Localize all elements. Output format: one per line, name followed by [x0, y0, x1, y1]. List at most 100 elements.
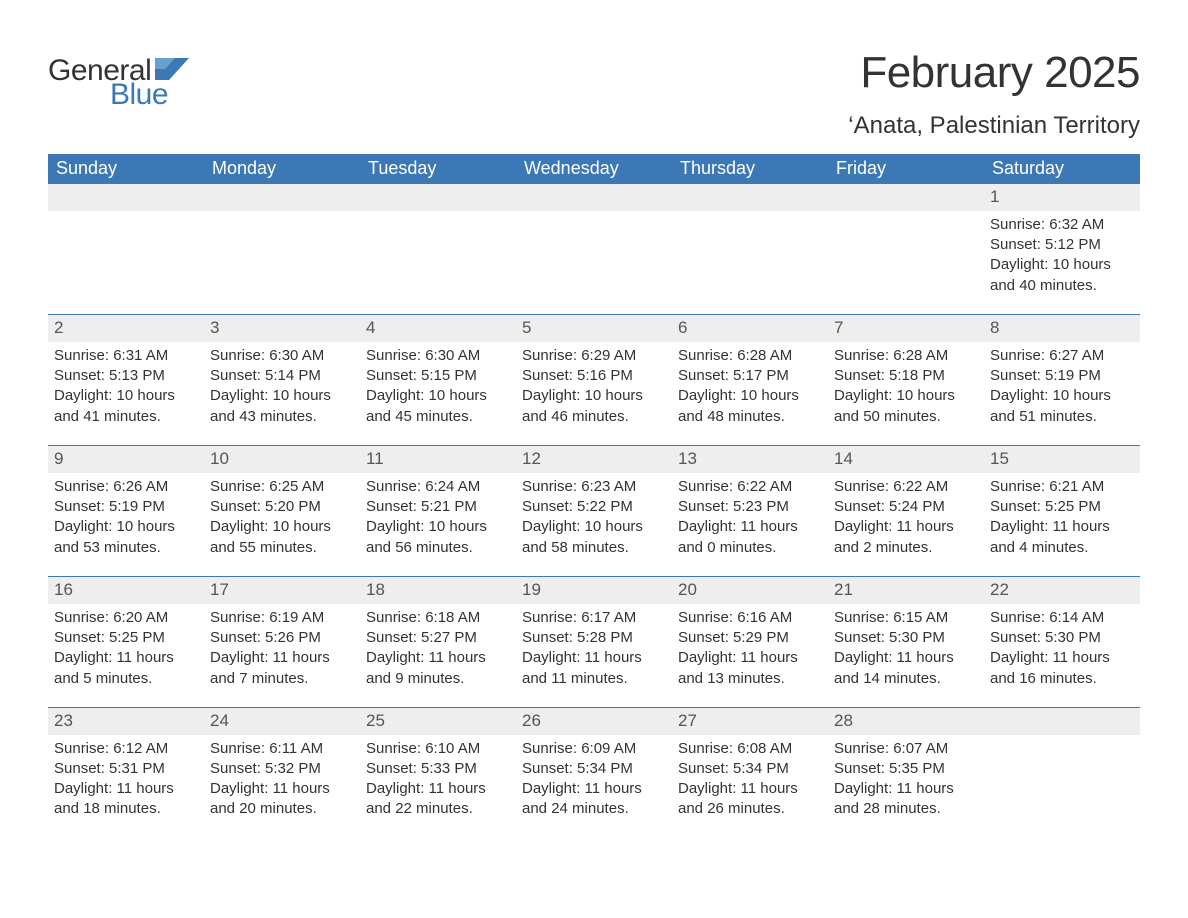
week-daynum-row: 1	[48, 184, 1140, 211]
daylight-text-line2: and 55 minutes.	[210, 538, 354, 558]
daylight-text-line1: Daylight: 10 hours	[210, 386, 354, 406]
sunrise-text: Sunrise: 6:14 AM	[990, 608, 1134, 628]
daylight-text-line2: and 14 minutes.	[834, 669, 978, 689]
sunset-text: Sunset: 5:12 PM	[990, 235, 1134, 255]
day-number: 9	[48, 446, 204, 473]
daylight-text-line1: Daylight: 10 hours	[834, 386, 978, 406]
day-number: 11	[360, 446, 516, 473]
day-cell: Sunrise: 6:15 AMSunset: 5:30 PMDaylight:…	[828, 604, 984, 708]
day-cell-header: 25	[360, 707, 516, 734]
day-number: 3	[204, 315, 360, 342]
sunset-text: Sunset: 5:22 PM	[522, 497, 666, 517]
daylight-text-line2: and 5 minutes.	[54, 669, 198, 689]
sunrise-text: Sunrise: 6:30 AM	[366, 346, 510, 366]
sunrise-text: Sunrise: 6:17 AM	[522, 608, 666, 628]
sunset-text: Sunset: 5:18 PM	[834, 366, 978, 386]
day-number	[204, 184, 360, 211]
day-cell-header: 6	[672, 314, 828, 341]
day-cell	[984, 735, 1140, 838]
sunrise-text: Sunrise: 6:24 AM	[366, 477, 510, 497]
day-cell-header	[984, 707, 1140, 734]
daylight-text-line2: and 9 minutes.	[366, 669, 510, 689]
sunset-text: Sunset: 5:19 PM	[54, 497, 198, 517]
header: General Blue February 2025 ‘Anata, Pales…	[48, 48, 1140, 146]
day-cell-header: 21	[828, 576, 984, 603]
day-cell-header: 28	[828, 707, 984, 734]
day-cell: Sunrise: 6:16 AMSunset: 5:29 PMDaylight:…	[672, 604, 828, 708]
day-cell-header: 20	[672, 576, 828, 603]
sunset-text: Sunset: 5:17 PM	[678, 366, 822, 386]
sunset-text: Sunset: 5:29 PM	[678, 628, 822, 648]
day-number: 7	[828, 315, 984, 342]
day-cell-header	[204, 184, 360, 211]
daylight-text-line2: and 20 minutes.	[210, 799, 354, 819]
daylight-text-line2: and 53 minutes.	[54, 538, 198, 558]
week-body-row: Sunrise: 6:26 AMSunset: 5:19 PMDaylight:…	[48, 473, 1140, 577]
day-cell-header: 8	[984, 314, 1140, 341]
sunrise-text: Sunrise: 6:12 AM	[54, 739, 198, 759]
day-cell: Sunrise: 6:11 AMSunset: 5:32 PMDaylight:…	[204, 735, 360, 838]
day-number: 16	[48, 577, 204, 604]
day-cell: Sunrise: 6:25 AMSunset: 5:20 PMDaylight:…	[204, 473, 360, 577]
daylight-text-line1: Daylight: 10 hours	[54, 386, 198, 406]
day-cell-header: 12	[516, 445, 672, 472]
day-cell-header: 3	[204, 314, 360, 341]
day-cell: Sunrise: 6:18 AMSunset: 5:27 PMDaylight:…	[360, 604, 516, 708]
day-number: 24	[204, 708, 360, 735]
daylight-text-line1: Daylight: 10 hours	[366, 517, 510, 537]
sunset-text: Sunset: 5:28 PM	[522, 628, 666, 648]
day-cell: Sunrise: 6:17 AMSunset: 5:28 PMDaylight:…	[516, 604, 672, 708]
sunset-text: Sunset: 5:30 PM	[834, 628, 978, 648]
daylight-text-line2: and 7 minutes.	[210, 669, 354, 689]
day-cell-header: 2	[48, 314, 204, 341]
week-body-row: Sunrise: 6:31 AMSunset: 5:13 PMDaylight:…	[48, 342, 1140, 446]
daylight-text-line1: Daylight: 10 hours	[990, 255, 1134, 275]
day-cell-header	[672, 184, 828, 211]
week-daynum-row: 232425262728	[48, 707, 1140, 734]
day-cell-header: 7	[828, 314, 984, 341]
day-cell	[360, 211, 516, 315]
day-cell-header: 18	[360, 576, 516, 603]
day-cell-header: 10	[204, 445, 360, 472]
daylight-text-line2: and 56 minutes.	[366, 538, 510, 558]
sunrise-text: Sunrise: 6:28 AM	[678, 346, 822, 366]
day-number	[984, 708, 1140, 735]
daylight-text-line1: Daylight: 11 hours	[678, 648, 822, 668]
week-body-row: Sunrise: 6:32 AMSunset: 5:12 PMDaylight:…	[48, 211, 1140, 315]
day-number	[48, 184, 204, 211]
daylight-text-line1: Daylight: 11 hours	[210, 648, 354, 668]
day-number: 17	[204, 577, 360, 604]
sunset-text: Sunset: 5:19 PM	[990, 366, 1134, 386]
day-cell-header	[516, 184, 672, 211]
day-cell-header: 17	[204, 576, 360, 603]
daylight-text-line2: and 18 minutes.	[54, 799, 198, 819]
day-cell-header: 9	[48, 445, 204, 472]
day-cell-header	[828, 184, 984, 211]
day-number	[516, 184, 672, 211]
sunrise-text: Sunrise: 6:07 AM	[834, 739, 978, 759]
sunset-text: Sunset: 5:16 PM	[522, 366, 666, 386]
calendar-table: Sunday Monday Tuesday Wednesday Thursday…	[48, 154, 1140, 838]
day-cell: Sunrise: 6:30 AMSunset: 5:14 PMDaylight:…	[204, 342, 360, 446]
daylight-text-line2: and 41 minutes.	[54, 407, 198, 427]
sunrise-text: Sunrise: 6:28 AM	[834, 346, 978, 366]
weekday-header: Wednesday	[516, 154, 672, 184]
daylight-text-line2: and 13 minutes.	[678, 669, 822, 689]
daylight-text-line1: Daylight: 11 hours	[834, 517, 978, 537]
weekday-header-row: Sunday Monday Tuesday Wednesday Thursday…	[48, 154, 1140, 184]
sunrise-text: Sunrise: 6:32 AM	[990, 215, 1134, 235]
sunrise-text: Sunrise: 6:23 AM	[522, 477, 666, 497]
day-cell: Sunrise: 6:12 AMSunset: 5:31 PMDaylight:…	[48, 735, 204, 838]
daylight-text-line1: Daylight: 11 hours	[678, 517, 822, 537]
sunset-text: Sunset: 5:35 PM	[834, 759, 978, 779]
day-cell-header: 14	[828, 445, 984, 472]
sunrise-text: Sunrise: 6:10 AM	[366, 739, 510, 759]
sunset-text: Sunset: 5:15 PM	[366, 366, 510, 386]
sunset-text: Sunset: 5:25 PM	[990, 497, 1134, 517]
daylight-text-line2: and 58 minutes.	[522, 538, 666, 558]
day-cell: Sunrise: 6:21 AMSunset: 5:25 PMDaylight:…	[984, 473, 1140, 577]
sunrise-text: Sunrise: 6:15 AM	[834, 608, 978, 628]
day-number: 23	[48, 708, 204, 735]
day-number: 21	[828, 577, 984, 604]
daylight-text-line1: Daylight: 10 hours	[522, 386, 666, 406]
